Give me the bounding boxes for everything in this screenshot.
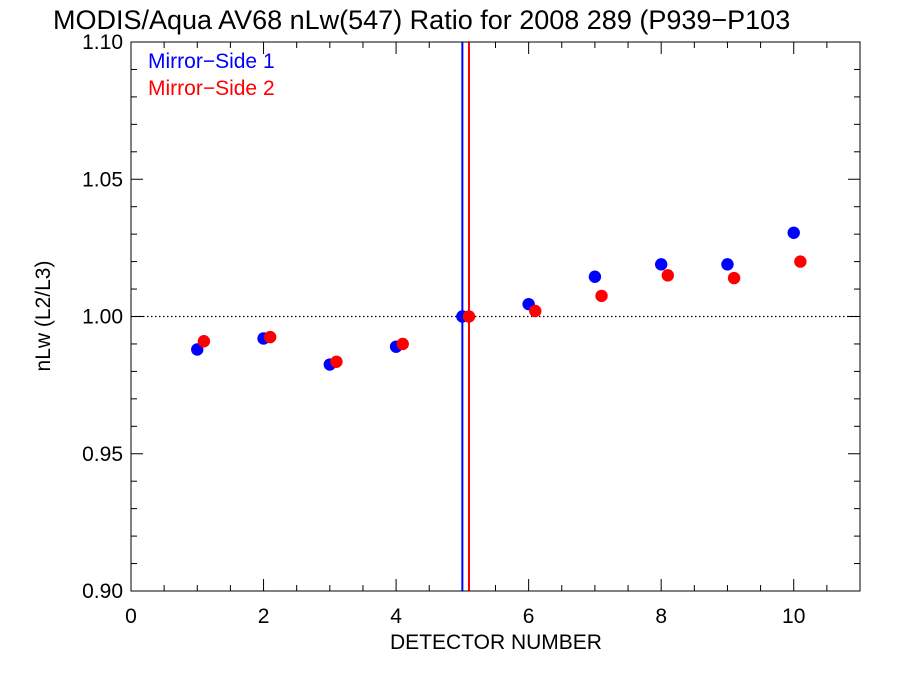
- series-1-point: [588, 270, 602, 283]
- y-tick-label: 1.05: [82, 168, 123, 191]
- x-axis-label: DETECTOR NUMBER: [390, 631, 602, 654]
- chart-title: MODIS/Aqua AV68 nLw(547) Ratio for 2008 …: [53, 5, 790, 35]
- data-points: [191, 226, 807, 371]
- legend-entry: Mirror−Side 1: [148, 50, 275, 73]
- x-tick-label: 0: [125, 605, 137, 628]
- series-2-point: [396, 337, 409, 351]
- legend-entry: Mirror−Side 2: [148, 77, 275, 100]
- y-tick-label: 0.95: [82, 443, 123, 466]
- series-1-point: [191, 343, 204, 356]
- reference-lines: [131, 42, 860, 591]
- series-2-point: [727, 271, 741, 285]
- x-tick-label: 6: [523, 605, 535, 628]
- y-tick-label: 1.00: [82, 306, 123, 329]
- series-2-point: [794, 255, 807, 268]
- series-2-point: [595, 289, 608, 303]
- y-tick-label: 1.10: [82, 31, 123, 54]
- axis-ticks: 0 2 4 6 8 10 0.90 0.95 1.00 1.05 1.10: [82, 31, 861, 628]
- series-1-point: [787, 226, 800, 239]
- series-2-point: [197, 335, 211, 348]
- y-axis-label: nLw (L2/L3): [32, 261, 55, 372]
- series-2-point: [661, 269, 675, 282]
- y-tick-label: 0.90: [82, 580, 123, 603]
- legend: Mirror−Side 1 Mirror−Side 2: [148, 50, 275, 100]
- x-tick-label: 8: [655, 605, 667, 628]
- series-2-point: [263, 330, 277, 344]
- series-2-point: [529, 304, 542, 318]
- series-2-point: [462, 310, 476, 323]
- series-1-point: [654, 258, 668, 271]
- x-tick-label: 2: [258, 605, 270, 628]
- x-tick-label: 4: [390, 605, 402, 628]
- series-1-point: [721, 258, 734, 271]
- x-tick-label: 10: [782, 605, 805, 628]
- plot-frame: [130, 41, 861, 592]
- series-2-point: [330, 355, 343, 368]
